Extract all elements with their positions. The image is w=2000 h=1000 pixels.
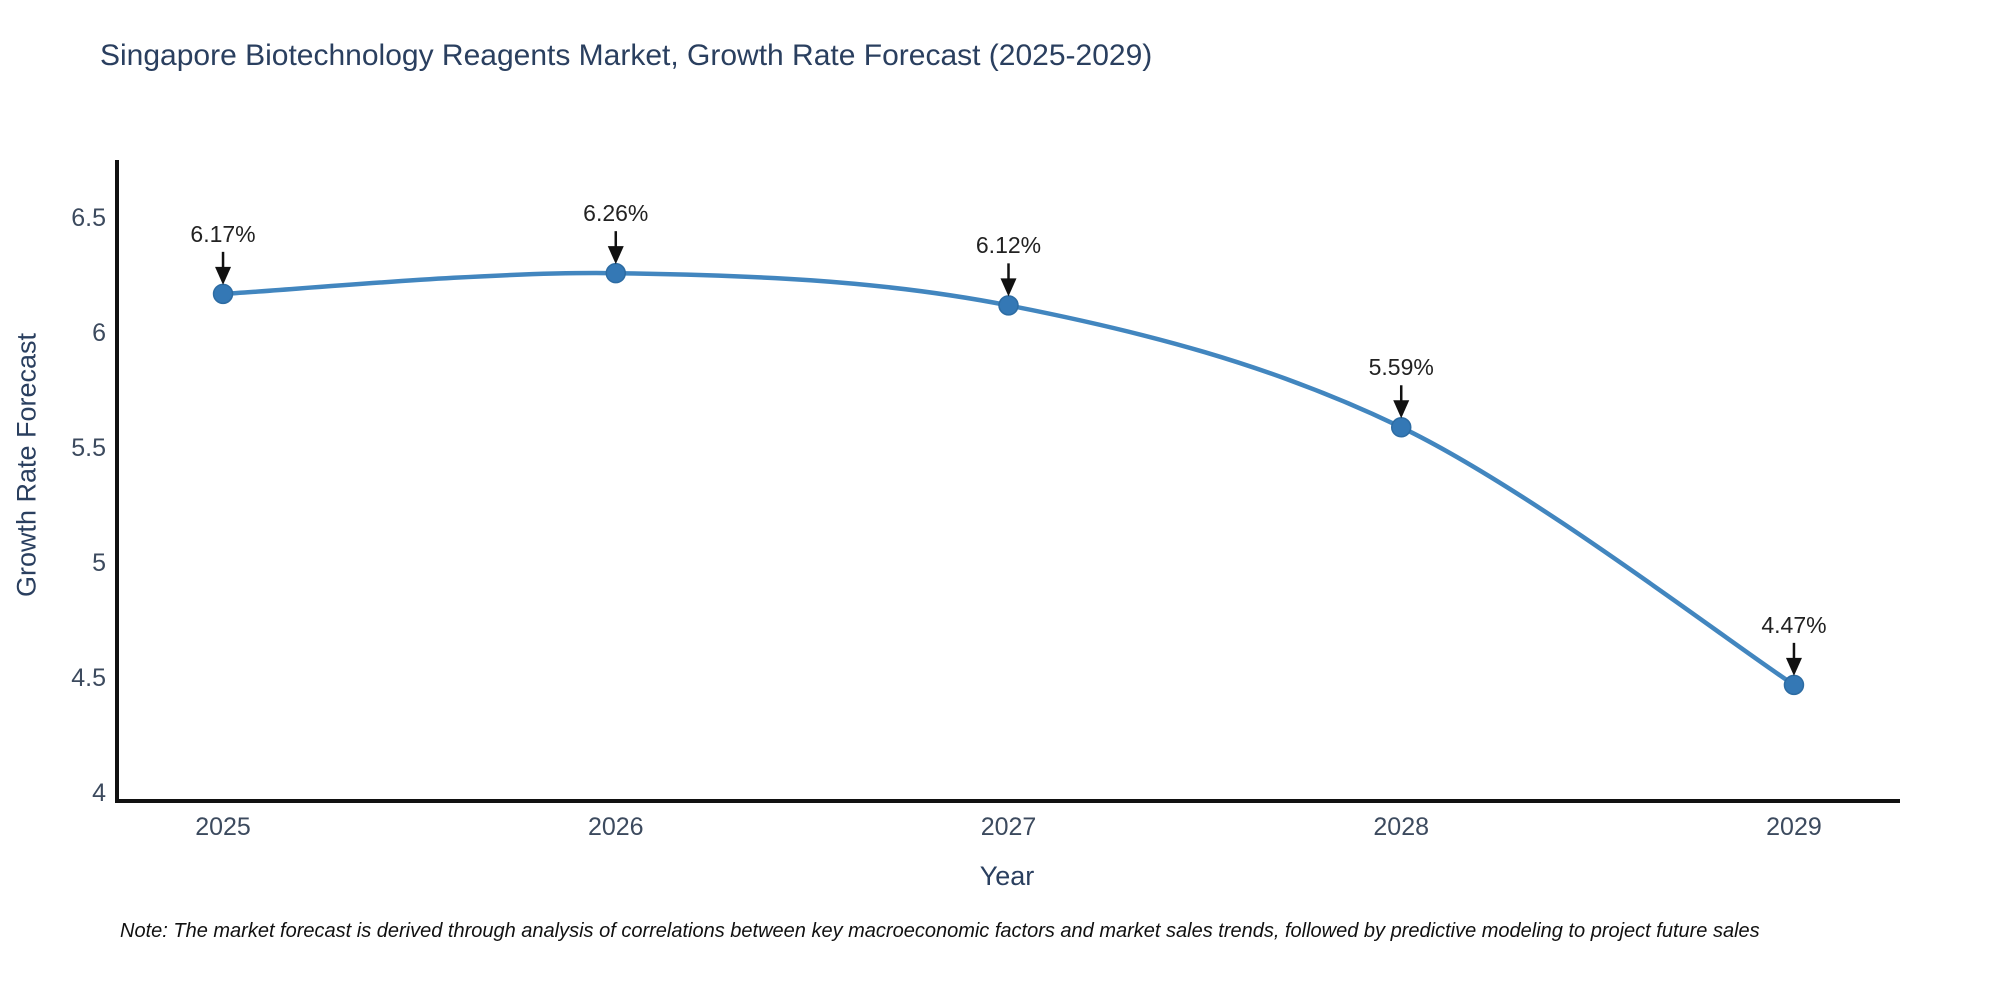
x-tick-label: 2026 <box>587 813 644 841</box>
x-tick-label: 2029 <box>1766 813 1822 841</box>
annotation-arrowhead <box>1000 278 1017 297</box>
y-tick-label: 6.5 <box>71 203 106 232</box>
y-tick-label: 5 <box>92 548 106 577</box>
annotation-arrowhead <box>1785 657 1802 676</box>
data-point <box>212 283 234 305</box>
axis-spines <box>115 160 1900 803</box>
x-axis-title: Year <box>979 861 1035 891</box>
y-tick-label: 4 <box>92 778 106 807</box>
y-tick-label: 6 <box>92 318 106 347</box>
data-point <box>605 262 627 284</box>
y-tick-label: 5.5 <box>71 433 106 462</box>
annotation-arrowhead <box>607 246 624 265</box>
x-tick-label: 2027 <box>980 813 1037 841</box>
y-tick-label: 4.5 <box>71 663 106 692</box>
annotation-arrowhead <box>215 266 232 285</box>
data-point <box>998 295 1019 316</box>
chart-title: Singapore Biotechnology Reagents Market,… <box>100 39 1153 72</box>
footnote: Note: The market forecast is derived thr… <box>120 920 1760 942</box>
data-point <box>1783 674 1805 696</box>
annotation-label: 6.26% <box>583 200 649 227</box>
annotation-label: 6.17% <box>190 220 256 247</box>
annotation-label: 6.12% <box>975 232 1042 259</box>
annotation-arrowhead <box>1393 400 1410 419</box>
annotation-label: 4.47% <box>1761 611 1827 638</box>
x-tick-label: 2025 <box>195 813 251 841</box>
annotation-label: 5.59% <box>1368 354 1434 381</box>
series-line <box>220 270 1797 688</box>
data-point <box>1390 417 1412 438</box>
x-tick-label: 2028 <box>1373 813 1430 841</box>
